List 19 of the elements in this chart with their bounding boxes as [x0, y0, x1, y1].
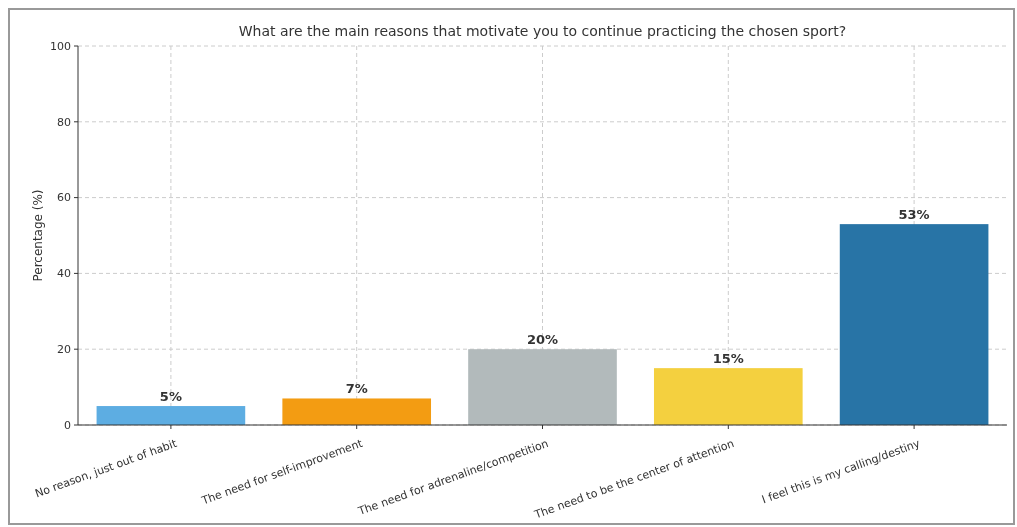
y-axis-title: Percentage (%)	[31, 189, 45, 282]
data-label: 5%	[159, 389, 182, 405]
y-tick-label: 100	[50, 39, 71, 53]
y-tick-label: 20	[57, 343, 71, 357]
bar	[468, 349, 617, 425]
y-tick-label: 0	[64, 418, 71, 432]
data-label: 53%	[898, 207, 930, 223]
x-tick-label: No reason, just out of habit	[33, 436, 180, 501]
bar	[653, 368, 803, 425]
data-label: 7%	[345, 381, 368, 397]
bar	[96, 406, 246, 425]
y-tick-label: 80	[57, 115, 71, 129]
y-tick-label: 60	[57, 191, 71, 205]
chart-title: What are the main reasons that motivate you to continue practicing the chosen sport?	[238, 23, 847, 39]
data-label: 20%	[526, 332, 559, 348]
bar	[839, 224, 989, 425]
y-tick-label: 40	[57, 267, 71, 281]
data-label: 15%	[712, 351, 744, 367]
bar	[282, 398, 432, 425]
